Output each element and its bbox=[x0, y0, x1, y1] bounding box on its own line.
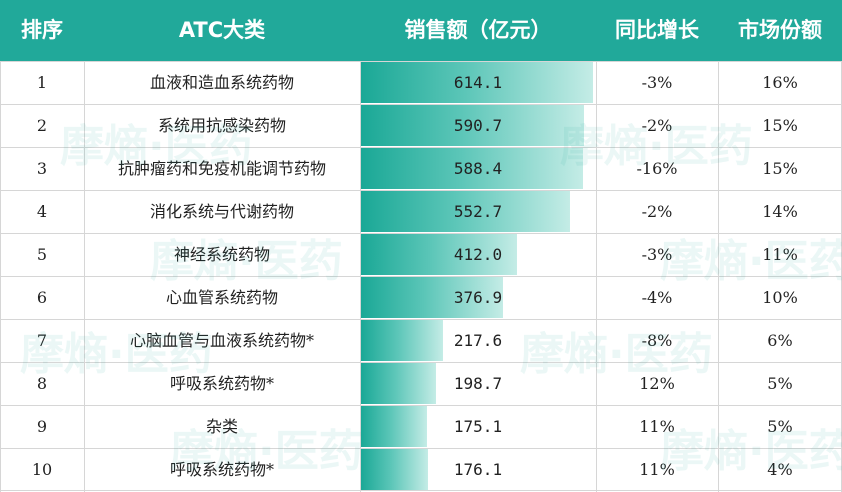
sales-bar bbox=[361, 105, 584, 146]
category-cell: 消化系统与代谢药物 bbox=[149, 202, 294, 221]
table-row: 9 杂类 175.1 11% 5% bbox=[0, 405, 842, 448]
table-row: 6 心血管系统药物 376.9 -4% 10% bbox=[0, 276, 842, 319]
table-row: 2 系统用抗感染药物 590.7 -2% 15% bbox=[0, 104, 842, 147]
sales-bar bbox=[361, 277, 503, 318]
rank-cell: 1 bbox=[36, 73, 48, 92]
share-cell: 11% bbox=[762, 245, 798, 264]
category-cell: 神经系统药物 bbox=[173, 245, 270, 264]
category-cell: 杂类 bbox=[205, 417, 238, 436]
yoy-cell: -2% bbox=[641, 116, 673, 135]
sales-value-label: 590.7 bbox=[453, 116, 503, 135]
header-yoy: 同比增长 bbox=[615, 18, 699, 42]
row-divider bbox=[0, 104, 842, 105]
category-cell: 心脑血管与血液系统药物* bbox=[129, 331, 314, 350]
row-divider bbox=[0, 405, 842, 406]
share-cell: 6% bbox=[767, 331, 793, 350]
row-divider bbox=[0, 233, 842, 234]
rank-cell: 8 bbox=[36, 374, 48, 393]
table-header: 排序 ATC大类 销售额（亿元） 同比增长 市场份额 bbox=[0, 0, 842, 61]
yoy-cell: -8% bbox=[641, 331, 673, 350]
yoy-cell: 12% bbox=[639, 374, 675, 393]
column-divider bbox=[596, 61, 597, 492]
category-cell: 系统用抗感染药物 bbox=[157, 116, 286, 135]
share-cell: 16% bbox=[762, 73, 798, 92]
sales-value-label: 217.6 bbox=[453, 331, 503, 350]
share-cell: 15% bbox=[762, 159, 798, 178]
category-cell: 血液和造血系统药物 bbox=[149, 73, 294, 92]
yoy-cell: -3% bbox=[641, 245, 673, 264]
yoy-cell: -3% bbox=[641, 73, 673, 92]
share-cell: 15% bbox=[762, 116, 798, 135]
column-divider bbox=[0, 61, 1, 492]
yoy-cell: 11% bbox=[639, 460, 675, 479]
sales-value-label: 552.7 bbox=[453, 202, 503, 221]
row-divider bbox=[0, 448, 842, 449]
share-cell: 10% bbox=[762, 288, 798, 307]
header-rank: 排序 bbox=[21, 18, 63, 42]
yoy-cell: -2% bbox=[641, 202, 673, 221]
row-divider bbox=[0, 319, 842, 320]
column-divider bbox=[718, 61, 719, 492]
rank-cell: 10 bbox=[31, 460, 53, 479]
sales-bar bbox=[361, 320, 443, 361]
row-divider bbox=[0, 490, 842, 491]
sales-value-label: 198.7 bbox=[453, 374, 503, 393]
row-divider bbox=[0, 276, 842, 277]
header-category: ATC大类 bbox=[178, 18, 266, 42]
sales-bar bbox=[361, 148, 583, 189]
sales-bar bbox=[361, 363, 436, 404]
sales-bar bbox=[361, 62, 593, 103]
row-divider bbox=[0, 362, 842, 363]
sales-value-label: 176.1 bbox=[453, 460, 503, 479]
rank-cell: 9 bbox=[36, 417, 48, 436]
row-divider bbox=[0, 61, 842, 62]
sales-bar bbox=[361, 449, 428, 490]
header-share: 市场份额 bbox=[738, 18, 822, 42]
table-row: 1 血液和造血系统药物 614.1 -3% 16% bbox=[0, 61, 842, 104]
share-cell: 14% bbox=[762, 202, 798, 221]
share-cell: 4% bbox=[767, 460, 793, 479]
table-row: 7 心脑血管与血液系统药物* 217.6 -8% 6% bbox=[0, 319, 842, 362]
sales-value-label: 614.1 bbox=[453, 73, 503, 92]
rank-cell: 7 bbox=[36, 331, 48, 350]
row-divider bbox=[0, 190, 842, 191]
share-cell: 5% bbox=[767, 417, 793, 436]
rank-cell: 3 bbox=[36, 159, 48, 178]
table-row: 10 呼吸系统药物* 176.1 11% 4% bbox=[0, 448, 842, 491]
category-cell: 呼吸系统药物* bbox=[169, 460, 274, 479]
table-row: 3 抗肿瘤药和免疫机能调节药物 588.4 -16% 15% bbox=[0, 147, 842, 190]
category-cell: 呼吸系统药物* bbox=[169, 374, 274, 393]
table-row: 5 神经系统药物 412.0 -3% 11% bbox=[0, 233, 842, 276]
category-cell: 心血管系统药物 bbox=[165, 288, 278, 307]
sales-bar bbox=[361, 191, 570, 232]
table-row: 8 呼吸系统药物* 198.7 12% 5% bbox=[0, 362, 842, 405]
yoy-cell: -16% bbox=[636, 159, 678, 178]
table-row: 4 消化系统与代谢药物 552.7 -2% 14% bbox=[0, 190, 842, 233]
rank-cell: 5 bbox=[36, 245, 48, 264]
sales-value-label: 412.0 bbox=[453, 245, 503, 264]
share-cell: 5% bbox=[767, 374, 793, 393]
yoy-cell: 11% bbox=[639, 417, 675, 436]
yoy-cell: -4% bbox=[641, 288, 673, 307]
sales-value-label: 175.1 bbox=[453, 417, 503, 436]
header-sales: 销售额（亿元） bbox=[404, 18, 552, 42]
sales-bar bbox=[361, 234, 517, 275]
row-divider bbox=[0, 147, 842, 148]
category-cell: 抗肿瘤药和免疫机能调节药物 bbox=[117, 159, 326, 178]
column-divider bbox=[84, 61, 85, 492]
sales-bar bbox=[361, 406, 427, 447]
sales-value-label: 376.9 bbox=[453, 288, 503, 307]
rank-cell: 4 bbox=[36, 202, 48, 221]
rank-cell: 2 bbox=[36, 116, 48, 135]
sales-value-label: 588.4 bbox=[453, 159, 503, 178]
column-divider bbox=[360, 61, 361, 492]
rank-cell: 6 bbox=[36, 288, 48, 307]
